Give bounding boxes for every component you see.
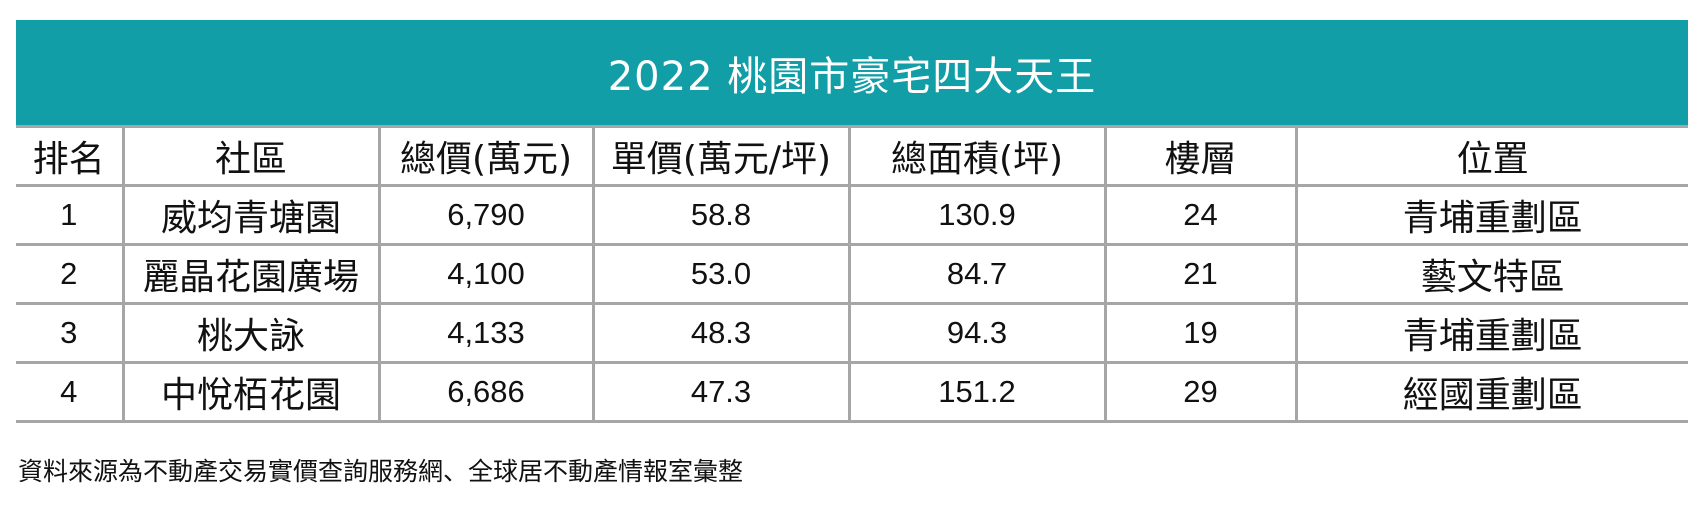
- table-title: 2022 桃園市豪宅四大天王: [607, 53, 1097, 100]
- cell-rank: 3: [16, 303, 123, 364]
- cell-unit-price: 53.0: [591, 244, 849, 305]
- cell-community: 中悅栢花園: [121, 362, 379, 423]
- table-title-bar: 2022 桃園市豪宅四大天王: [16, 20, 1688, 125]
- luxury-housing-table: 排名 社區 總價(萬元) 單價(萬元/坪) 總面積(坪) 樓層 位置 1 威均青…: [16, 125, 1688, 423]
- cell-floors: 21: [1103, 244, 1296, 305]
- cell-total-area: 94.3: [847, 303, 1105, 364]
- cell-floors: 19: [1103, 303, 1296, 364]
- cell-total-price: 6,790: [377, 185, 593, 246]
- table-row: 3 桃大詠 4,133 48.3 94.3 19 青埔重劃區: [16, 303, 1688, 364]
- header-floors: 樓層: [1103, 125, 1296, 187]
- header-unit-price: 單價(萬元/坪): [591, 125, 849, 187]
- cell-total-area: 151.2: [847, 362, 1105, 423]
- cell-unit-price: 48.3: [591, 303, 849, 364]
- cell-location: 經國重劃區: [1294, 362, 1688, 423]
- header-rank: 排名: [16, 125, 123, 187]
- cell-rank: 4: [16, 362, 123, 423]
- cell-rank: 1: [16, 185, 123, 246]
- cell-location: 藝文特區: [1294, 244, 1688, 305]
- header-location: 位置: [1294, 125, 1688, 187]
- cell-community: 麗晶花園廣場: [121, 244, 379, 305]
- cell-location: 青埔重劃區: [1294, 185, 1688, 246]
- cell-total-price: 6,686: [377, 362, 593, 423]
- cell-floors: 29: [1103, 362, 1296, 423]
- cell-community: 桃大詠: [121, 303, 379, 364]
- cell-total-price: 4,133: [377, 303, 593, 364]
- source-note: 資料來源為不動產交易實價查詢服務網、全球居不動產情報室彙整: [18, 457, 744, 486]
- cell-location: 青埔重劃區: [1294, 303, 1688, 364]
- cell-floors: 24: [1103, 185, 1296, 246]
- cell-community: 威均青塘園: [121, 185, 379, 246]
- table-row: 1 威均青塘園 6,790 58.8 130.9 24 青埔重劃區: [16, 185, 1688, 246]
- header-total-area: 總面積(坪): [847, 125, 1105, 187]
- header-total-price: 總價(萬元): [377, 125, 593, 187]
- cell-total-price: 4,100: [377, 244, 593, 305]
- cell-rank: 2: [16, 244, 123, 305]
- table-row: 4 中悅栢花園 6,686 47.3 151.2 29 經國重劃區: [16, 362, 1688, 423]
- cell-total-area: 130.9: [847, 185, 1105, 246]
- cell-total-area: 84.7: [847, 244, 1105, 305]
- header-community: 社區: [121, 125, 379, 187]
- table-row: 2 麗晶花園廣場 4,100 53.0 84.7 21 藝文特區: [16, 244, 1688, 305]
- cell-unit-price: 47.3: [591, 362, 849, 423]
- header-row: 排名 社區 總價(萬元) 單價(萬元/坪) 總面積(坪) 樓層 位置: [16, 125, 1688, 187]
- cell-unit-price: 58.8: [591, 185, 849, 246]
